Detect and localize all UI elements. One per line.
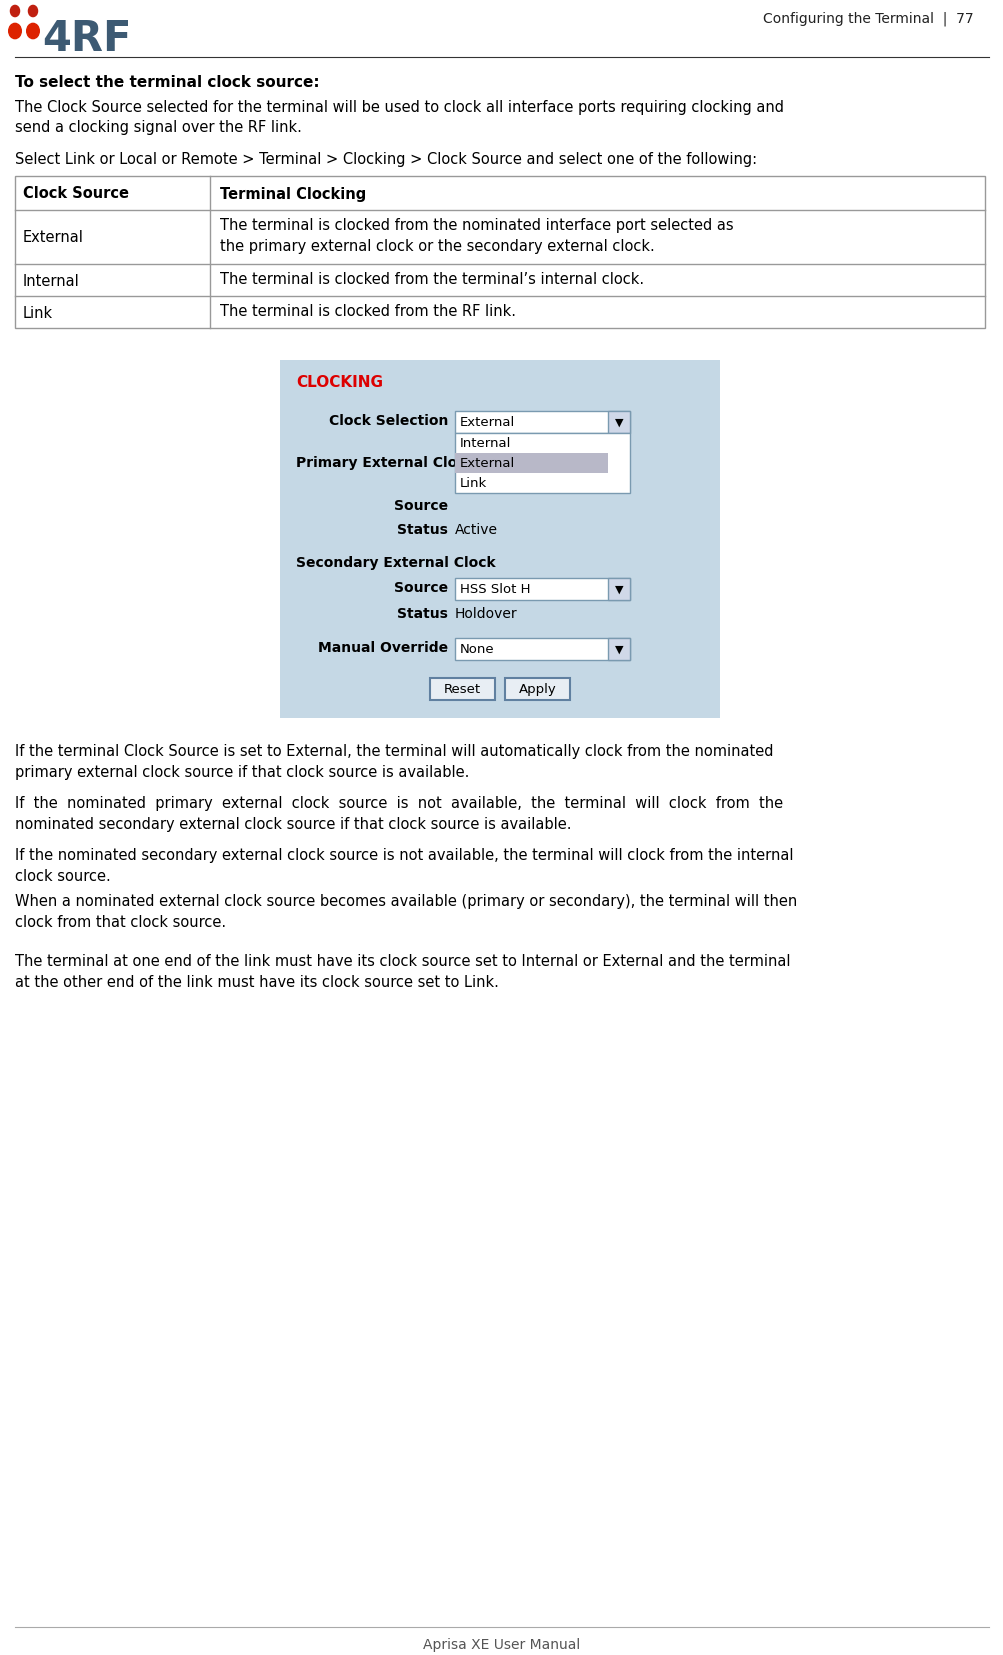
Text: Source: Source bbox=[393, 581, 447, 594]
Bar bbox=[454, 412, 629, 434]
Text: ▼: ▼ bbox=[614, 584, 623, 594]
Text: CLOCKING: CLOCKING bbox=[296, 374, 382, 391]
Text: The terminal is clocked from the terminal’s internal clock.: The terminal is clocked from the termina… bbox=[220, 271, 644, 286]
Text: ▼: ▼ bbox=[614, 644, 623, 655]
Text: If  the  nominated  primary  external  clock  source  is  not  available,  the  : If the nominated primary external clock … bbox=[15, 796, 782, 831]
Text: Link: Link bbox=[459, 477, 486, 490]
Text: Manual Override: Manual Override bbox=[318, 640, 447, 655]
Text: When a nominated external clock source becomes available (primary or secondary),: When a nominated external clock source b… bbox=[15, 894, 796, 930]
Text: The terminal at one end of the link must have its clock source set to Internal o: The terminal at one end of the link must… bbox=[15, 953, 789, 990]
Text: Secondary External Clock: Secondary External Clock bbox=[296, 556, 495, 569]
Text: External: External bbox=[459, 457, 515, 470]
Text: Terminal Clocking: Terminal Clocking bbox=[220, 187, 366, 202]
Text: Clock Selection: Clock Selection bbox=[328, 414, 447, 427]
Text: If the terminal Clock Source is set to External, the terminal will automatically: If the terminal Clock Source is set to E… bbox=[15, 743, 772, 780]
Text: Apply: Apply bbox=[519, 684, 556, 697]
Bar bbox=[608, 639, 629, 660]
Bar bbox=[454, 639, 629, 660]
Text: The terminal is clocked from the RF link.: The terminal is clocked from the RF link… bbox=[220, 305, 516, 319]
Text: Holdover: Holdover bbox=[454, 607, 518, 621]
Text: To select the terminal clock source:: To select the terminal clock source: bbox=[15, 74, 319, 89]
Text: External: External bbox=[23, 230, 84, 245]
Text: Aprisa XE User Manual: Aprisa XE User Manual bbox=[423, 1637, 580, 1652]
Text: Source: Source bbox=[393, 498, 447, 513]
Text: The Clock Source selected for the terminal will be used to clock all interface p: The Clock Source selected for the termin… bbox=[15, 99, 783, 134]
Ellipse shape bbox=[27, 25, 39, 40]
Text: ▼: ▼ bbox=[614, 417, 623, 427]
Bar bbox=[505, 679, 570, 700]
Text: External: External bbox=[459, 417, 515, 429]
Ellipse shape bbox=[10, 7, 19, 18]
Bar bbox=[429, 679, 494, 700]
Text: HSS Slot H: HSS Slot H bbox=[459, 583, 530, 596]
Text: 4RF: 4RF bbox=[42, 18, 131, 60]
Bar bbox=[608, 412, 629, 434]
Text: Status: Status bbox=[397, 607, 447, 621]
Ellipse shape bbox=[28, 7, 37, 18]
Text: Internal: Internal bbox=[23, 273, 79, 288]
Bar bbox=[454, 434, 629, 493]
Text: Internal: Internal bbox=[459, 437, 511, 450]
Bar bbox=[15, 177, 984, 329]
Bar bbox=[280, 361, 719, 718]
Text: If the nominated secondary external clock source is not available, the terminal : If the nominated secondary external cloc… bbox=[15, 847, 792, 884]
Text: Reset: Reset bbox=[443, 684, 480, 697]
Text: Active: Active bbox=[454, 523, 497, 536]
Bar bbox=[608, 579, 629, 601]
Bar bbox=[454, 579, 629, 601]
Text: Status: Status bbox=[397, 523, 447, 536]
Ellipse shape bbox=[9, 25, 21, 40]
Text: Configuring the Terminal  |  77: Configuring the Terminal | 77 bbox=[762, 12, 973, 26]
Text: Select Link or Local or Remote > Terminal > Clocking > Clock Source and select o: Select Link or Local or Remote > Termina… bbox=[15, 152, 756, 167]
Bar bbox=[454, 453, 608, 473]
Text: Link: Link bbox=[23, 305, 53, 321]
Text: None: None bbox=[459, 644, 494, 655]
Bar bbox=[280, 361, 719, 690]
Text: The terminal is clocked from the nominated interface port selected as
the primar: The terminal is clocked from the nominat… bbox=[220, 218, 733, 253]
Text: Primary External Clock: Primary External Clock bbox=[296, 455, 474, 470]
Text: Clock Source: Clock Source bbox=[23, 187, 128, 202]
